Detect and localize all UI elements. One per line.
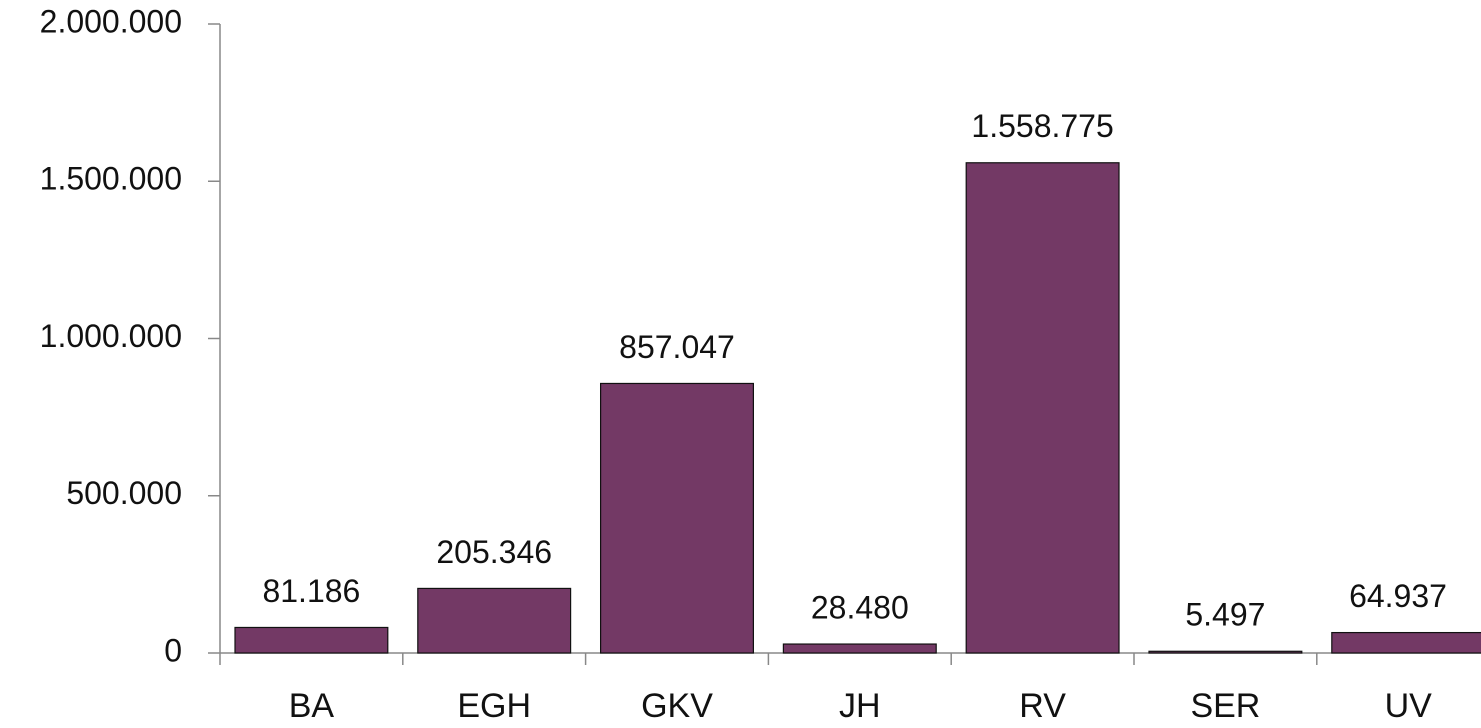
y-tick-label: 1.000.000: [40, 318, 182, 354]
bar: [782, 643, 937, 654]
bar: [1148, 650, 1303, 654]
y-tick-label: 0: [164, 632, 182, 668]
y-tick-label: 1.500.000: [40, 161, 182, 197]
bar: [965, 162, 1120, 654]
x-tick-label: SER: [1190, 687, 1260, 725]
x-tick-label: RV: [1019, 687, 1066, 725]
data-label: 81.186: [262, 573, 360, 609]
data-label: 1.558.775: [971, 108, 1113, 144]
data-label: 5.497: [1185, 597, 1265, 633]
y-tick-label: 500.000: [66, 475, 182, 511]
x-tick-label: JH: [839, 687, 881, 725]
data-label: 64.937: [1349, 578, 1447, 614]
x-tick-label: BA: [289, 687, 335, 725]
data-label: 205.346: [436, 534, 552, 570]
x-tick-label: UV: [1385, 687, 1433, 725]
bar: [234, 626, 389, 654]
bar: [417, 587, 572, 654]
y-tick-label: 2.000.000: [40, 3, 182, 39]
x-tick-label: GKV: [641, 687, 713, 725]
bar: [599, 382, 754, 654]
data-label: 857.047: [619, 329, 735, 365]
x-tick-label: EGH: [457, 687, 531, 725]
bar: [1331, 631, 1481, 654]
data-label: 28.480: [811, 589, 909, 625]
